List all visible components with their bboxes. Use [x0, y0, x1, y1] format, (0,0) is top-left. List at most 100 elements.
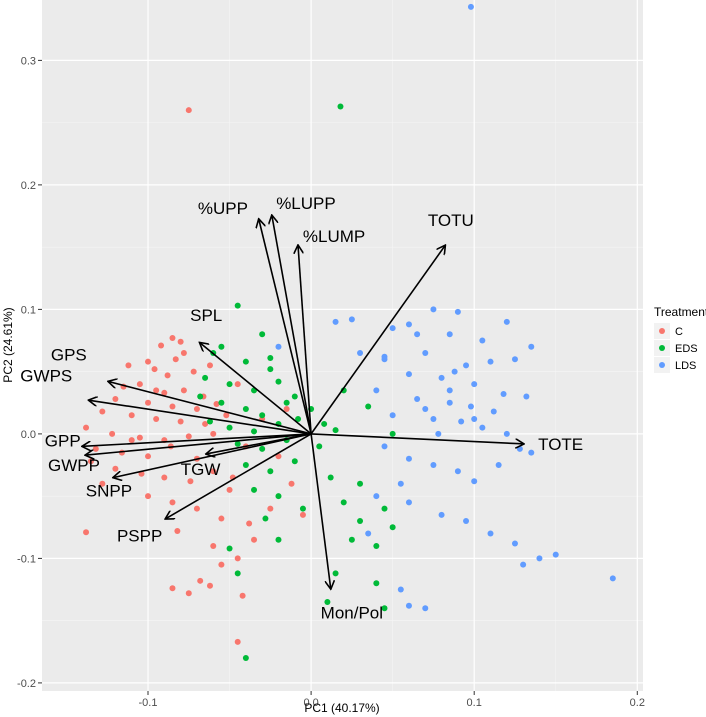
- point-lds: [523, 393, 530, 400]
- loading-arrow-spl: [200, 343, 312, 435]
- loading-label-gwps: GWPS: [20, 366, 72, 385]
- point-c: [193, 505, 200, 512]
- point-c: [92, 445, 99, 452]
- legend: Treatment C EDS LDS: [654, 305, 706, 373]
- legend-swatch-eds: [659, 345, 665, 351]
- point-c: [99, 408, 106, 415]
- point-eds: [226, 545, 233, 552]
- x-tick-label: 0.2: [630, 697, 645, 709]
- point-lds: [397, 586, 404, 593]
- point-c: [174, 528, 181, 535]
- loading-arrow-pspp: [166, 433, 312, 519]
- point-lds: [430, 415, 437, 422]
- point-c: [158, 342, 165, 349]
- point-c: [239, 592, 246, 599]
- point-c: [288, 480, 295, 487]
- loading-label-tgw: TGW: [181, 460, 221, 479]
- loading-label-snpp: SNPP: [86, 481, 132, 500]
- point-eds: [251, 486, 258, 493]
- loading-arrow-lupp: [272, 216, 312, 435]
- point-lds: [389, 412, 396, 419]
- loading-arrow-gwpp: [86, 433, 312, 455]
- point-lds: [503, 318, 510, 325]
- point-lds: [414, 396, 421, 403]
- point-eds: [340, 499, 347, 506]
- point-eds: [365, 403, 372, 410]
- point-c: [153, 415, 160, 422]
- point-c: [187, 478, 194, 485]
- point-lds: [397, 480, 404, 487]
- point-lds: [528, 449, 535, 456]
- point-c: [206, 362, 213, 369]
- point-lds: [500, 391, 507, 398]
- point-lds: [381, 443, 388, 450]
- loading-label-spl: SPL: [190, 306, 222, 325]
- legend-swatch-lds: [659, 362, 665, 368]
- point-eds: [226, 381, 233, 388]
- point-eds: [259, 445, 266, 452]
- point-eds: [321, 420, 328, 427]
- point-c: [145, 493, 152, 500]
- point-eds: [291, 393, 298, 400]
- point-lds: [503, 430, 510, 437]
- x-axis-title: PC1 (40.17%): [304, 701, 379, 715]
- point-lds: [495, 462, 502, 469]
- point-eds: [275, 378, 282, 385]
- plot-panel: [42, 0, 643, 691]
- x-tick-label: -0.1: [139, 697, 158, 709]
- point-lds: [552, 551, 559, 558]
- point-lds: [511, 356, 518, 363]
- point-lds: [471, 415, 478, 422]
- point-eds: [197, 393, 204, 400]
- y-tick-label: 0.3: [21, 55, 36, 67]
- loading-arrow-tgw: [207, 433, 312, 454]
- loading-arrow-tote: [311, 433, 523, 444]
- point-c: [169, 499, 176, 506]
- point-eds: [275, 493, 282, 500]
- point-lds: [381, 356, 388, 363]
- point-lds: [463, 518, 470, 525]
- point-eds: [202, 374, 209, 381]
- loading-arrow-lump: [298, 246, 312, 434]
- point-c: [223, 412, 230, 419]
- point-lds: [609, 575, 616, 582]
- point-eds: [234, 302, 241, 309]
- loading-arrow-gwps: [89, 400, 312, 435]
- point-lds: [516, 445, 523, 452]
- point-c: [112, 396, 119, 403]
- point-c: [226, 486, 233, 493]
- point-lds: [422, 405, 429, 412]
- y-axis-title: PC2 (24.61%): [1, 307, 15, 382]
- point-lds: [471, 478, 478, 485]
- point-eds: [262, 515, 269, 522]
- point-c: [83, 529, 90, 536]
- loading-label-lump: %LUMP: [303, 227, 365, 246]
- y-tick-label: 0.0: [21, 429, 36, 441]
- loading-arrow-gpp: [83, 433, 312, 446]
- point-eds: [259, 412, 266, 419]
- legend-label-lds: LDS: [675, 360, 696, 372]
- loading-label-gpp: GPP: [45, 431, 81, 450]
- point-c: [185, 107, 192, 114]
- point-eds: [234, 570, 241, 577]
- point-c: [112, 465, 119, 472]
- point-c: [210, 468, 217, 475]
- point-lds: [467, 3, 474, 10]
- point-c: [145, 453, 152, 460]
- point-lds: [463, 362, 470, 369]
- point-c: [185, 590, 192, 597]
- point-lds: [536, 555, 543, 562]
- loading-label-monpol: Mon/Pol: [321, 603, 383, 622]
- point-eds: [259, 331, 266, 338]
- point-c: [283, 405, 290, 412]
- point-lds: [405, 602, 412, 609]
- point-c: [164, 372, 171, 379]
- point-eds: [357, 518, 364, 525]
- point-lds: [373, 387, 380, 394]
- point-lds: [511, 540, 518, 547]
- point-eds: [206, 418, 213, 425]
- point-lds: [275, 343, 282, 350]
- axis-ticks: -0.1 0.0 0.1 0.2 -0.2 -0.1 0.0 0.1 0.2 0.3: [17, 55, 645, 709]
- point-eds: [218, 399, 225, 406]
